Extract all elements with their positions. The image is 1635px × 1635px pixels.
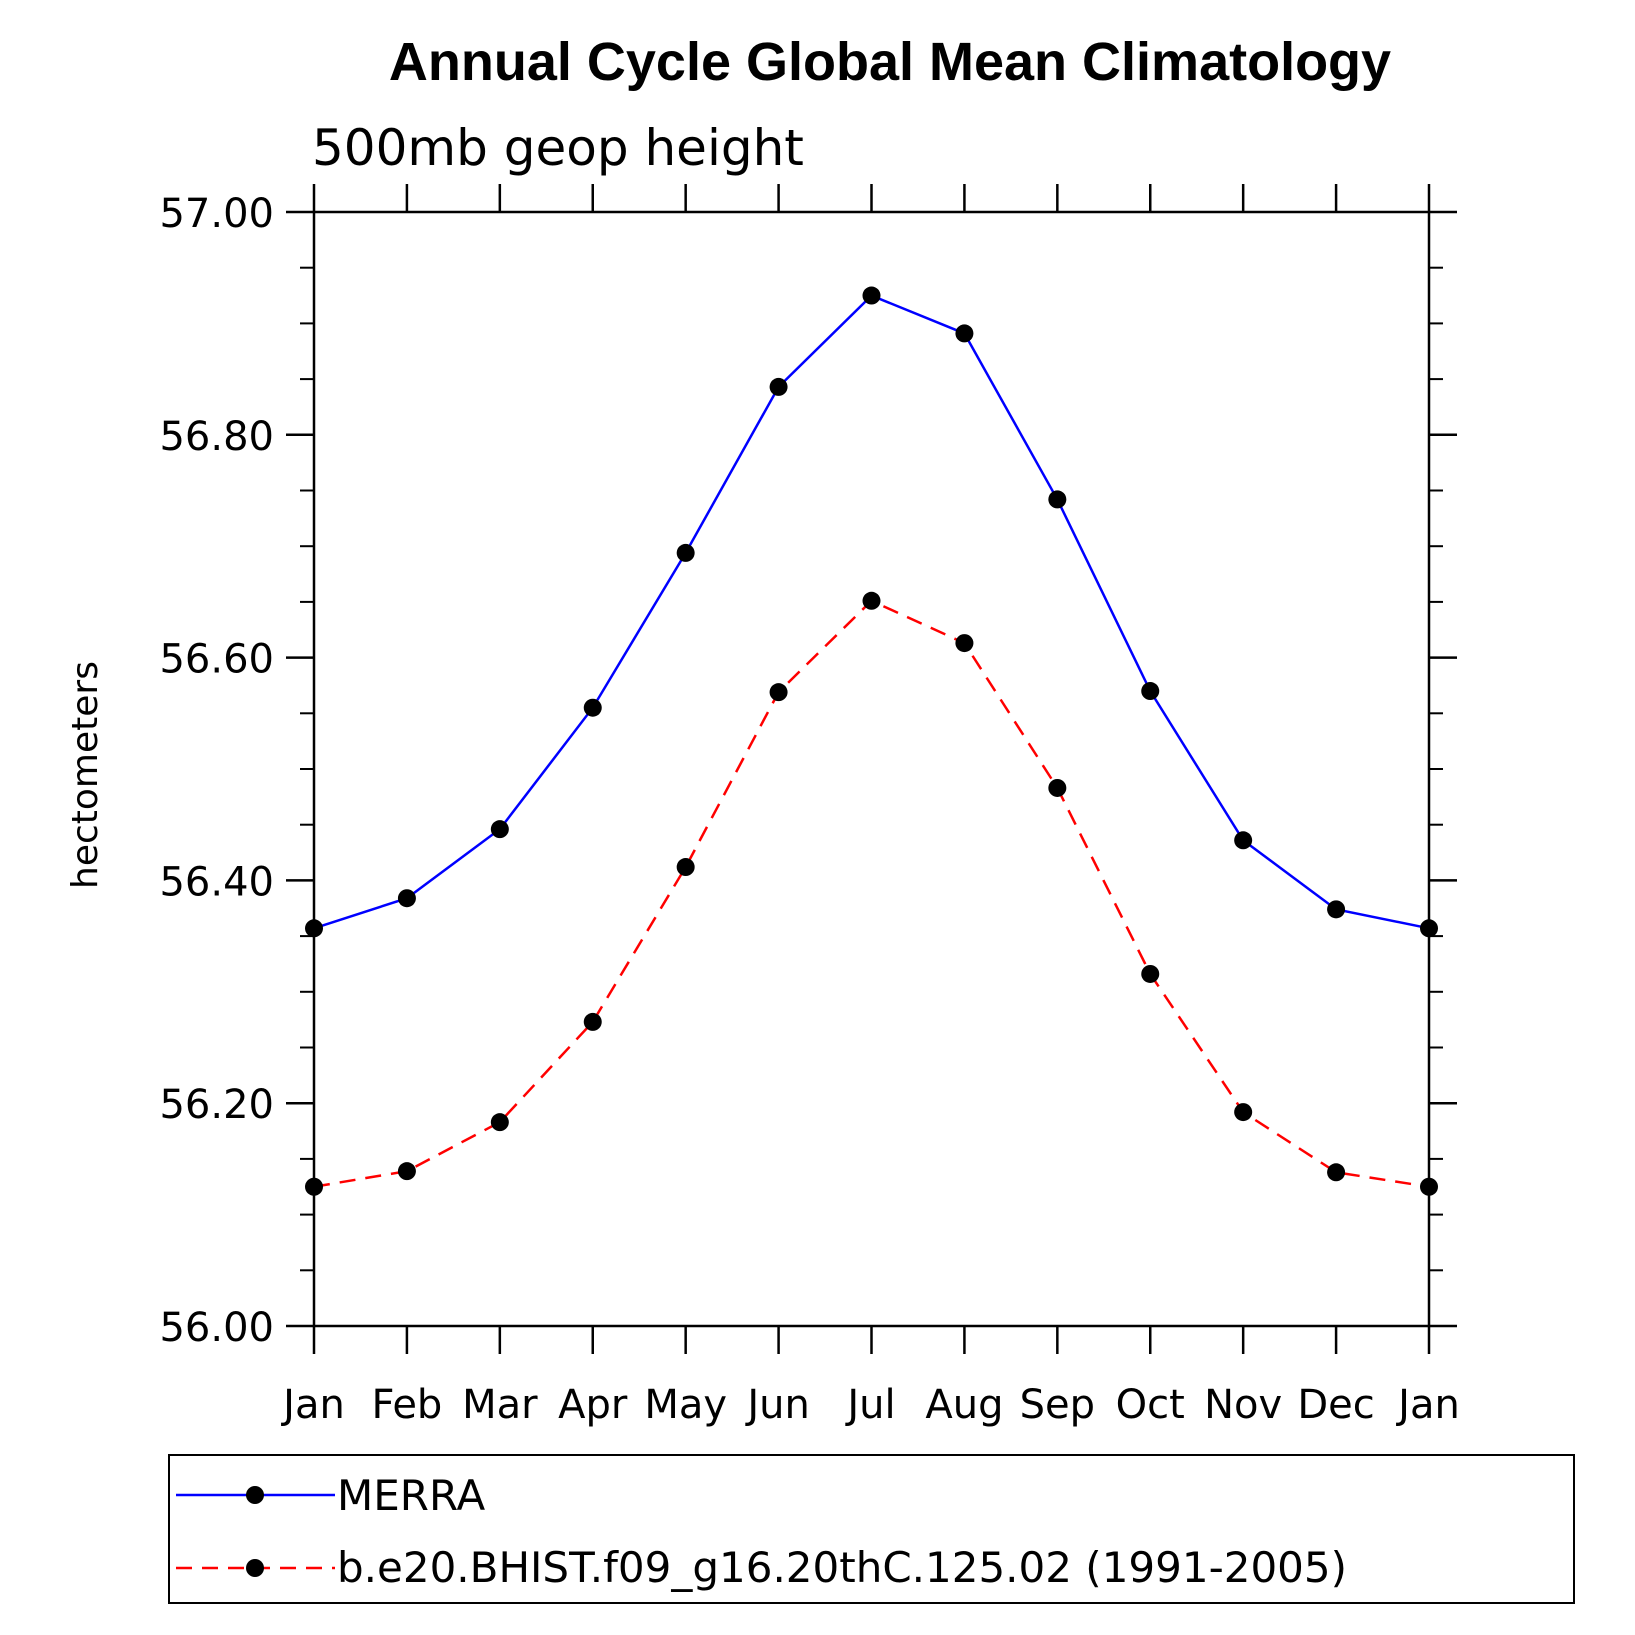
x-tick-label: Jan bbox=[1395, 1382, 1460, 1428]
data-point bbox=[305, 919, 323, 938]
x-tick-label: Nov bbox=[1204, 1382, 1282, 1428]
y-tick-label: 56.60 bbox=[159, 637, 274, 683]
data-point bbox=[305, 1177, 323, 1196]
data-point bbox=[1420, 1177, 1438, 1196]
data-point bbox=[1141, 964, 1160, 983]
data-point bbox=[676, 858, 695, 877]
y-axis-label: hectometers bbox=[65, 661, 106, 889]
x-tick-label: Jan bbox=[280, 1382, 345, 1428]
x-tick-labels: Jan Feb Mar Apr May Jun Jul Aug Sep Oct Nov Dec Jan bbox=[280, 1382, 1460, 1428]
data-point bbox=[490, 1113, 509, 1132]
series-group bbox=[305, 286, 1438, 1196]
y-tick-label: 57.00 bbox=[159, 191, 274, 237]
data-point bbox=[862, 591, 881, 610]
x-tick-label: Oct bbox=[1116, 1382, 1185, 1428]
data-point bbox=[955, 324, 974, 343]
data-point bbox=[583, 1012, 602, 1031]
x-tick-label: Feb bbox=[372, 1382, 443, 1428]
series-line-0 bbox=[313, 294, 1430, 930]
x-tick-label: Jun bbox=[744, 1382, 810, 1428]
x-tick-label: Mar bbox=[462, 1382, 538, 1428]
legend-label-merra: MERRA bbox=[337, 1471, 485, 1520]
legend-marker-model bbox=[246, 1559, 264, 1577]
y-tick-labels: 57.00 56.80 56.60 56.40 56.20 56.00 bbox=[159, 191, 274, 1351]
data-point bbox=[955, 634, 974, 653]
data-point bbox=[1327, 1163, 1346, 1182]
data-point bbox=[490, 820, 509, 839]
x-tick-label: Jul bbox=[844, 1382, 895, 1428]
data-point bbox=[397, 1162, 416, 1181]
data-point bbox=[676, 543, 695, 562]
x-tick-label: Apr bbox=[558, 1382, 628, 1428]
data-point bbox=[1234, 1103, 1253, 1122]
x-tick-label: May bbox=[644, 1382, 727, 1428]
data-point bbox=[769, 683, 788, 702]
data-point bbox=[1048, 490, 1067, 509]
chart-title: Annual Cycle Global Mean Climatology bbox=[389, 32, 1391, 92]
axis-ticks bbox=[286, 184, 1457, 1354]
data-point bbox=[1141, 682, 1160, 701]
y-tick-label: 56.40 bbox=[159, 859, 274, 905]
y-tick-label: 56.00 bbox=[159, 1305, 274, 1351]
x-tick-label: Dec bbox=[1297, 1382, 1374, 1428]
series-line-1 bbox=[313, 599, 1430, 1188]
data-point bbox=[1327, 900, 1346, 919]
legend-box bbox=[168, 1454, 1575, 1604]
x-tick-label: Sep bbox=[1020, 1382, 1095, 1428]
chart-subtitle: 500mb geop height bbox=[312, 119, 804, 177]
data-point bbox=[1420, 919, 1438, 938]
data-point bbox=[1234, 831, 1253, 850]
y-tick-label: 56.20 bbox=[159, 1082, 274, 1128]
legend-label-model: b.e20.BHIST.f09_g16.20thC.125.02 (1991-2… bbox=[337, 1543, 1347, 1592]
legend-marker-merra bbox=[246, 1486, 264, 1504]
data-point bbox=[397, 889, 416, 908]
plot-area bbox=[312, 210, 1431, 1328]
data-point bbox=[583, 698, 602, 717]
x-tick-label: Aug bbox=[925, 1382, 1003, 1428]
data-point bbox=[862, 286, 881, 305]
data-point bbox=[1048, 778, 1067, 797]
data-point bbox=[769, 377, 788, 396]
legend: MERRA b.e20.BHIST.f09_g16.20thC.125.02 (… bbox=[168, 1454, 1575, 1604]
y-tick-label: 56.80 bbox=[159, 414, 274, 460]
